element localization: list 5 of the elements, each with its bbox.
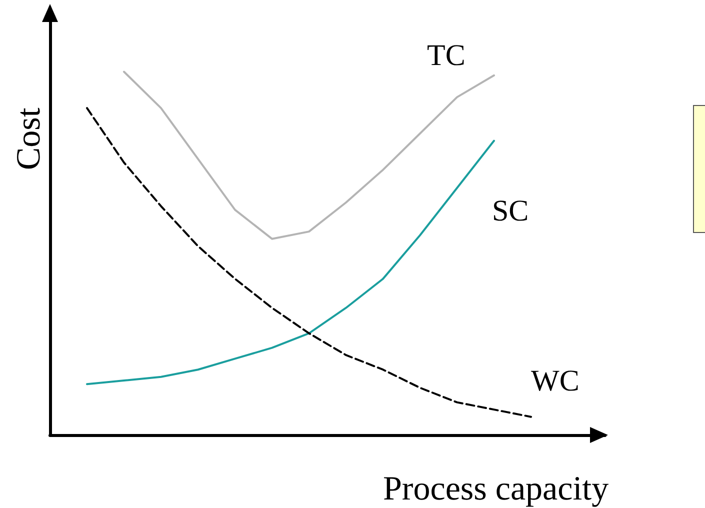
y-axis-title: Cost bbox=[10, 107, 48, 170]
series-label: WC bbox=[531, 364, 580, 398]
series-label: TC bbox=[427, 38, 466, 72]
series-label: SC bbox=[492, 194, 529, 228]
x-axis-title: Process capacity bbox=[383, 470, 609, 508]
